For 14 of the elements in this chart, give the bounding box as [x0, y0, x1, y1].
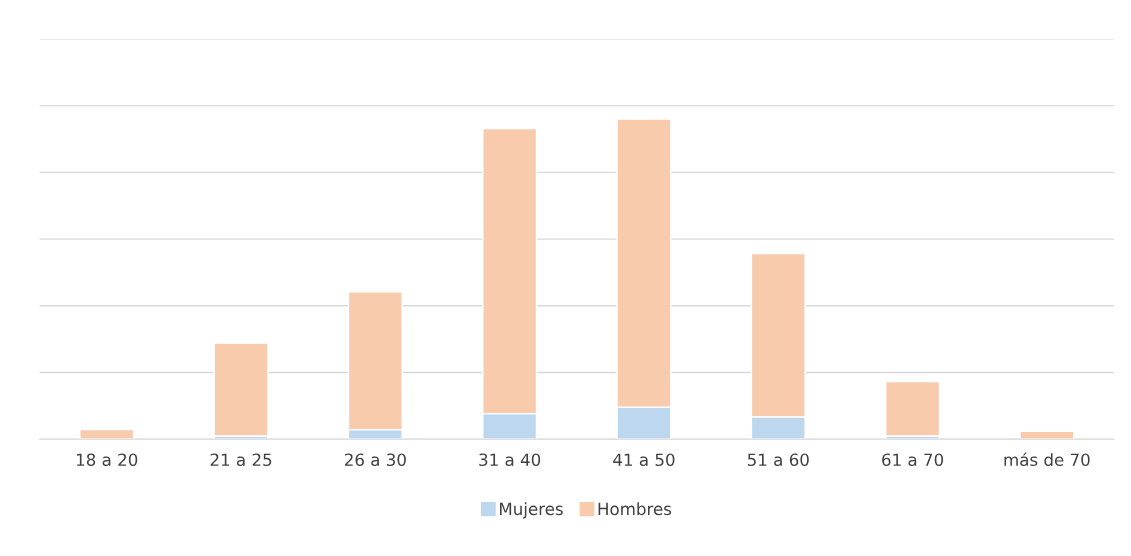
- x-tick-label: más de 70: [1004, 452, 1090, 467]
- x-tick-label: 21 a 25: [210, 453, 272, 467]
- bar: [79, 428, 135, 440]
- x-tick-label: 26 a 30: [344, 453, 406, 467]
- x-tick-label: 18 a 20: [76, 453, 138, 467]
- legend-label: Mujeres: [500, 502, 563, 519]
- legend-label: Hombres: [598, 502, 672, 516]
- x-tick-label: 51 a 60: [747, 453, 809, 467]
- x-tick-label: 31 a 40: [479, 453, 541, 467]
- x-tick-label: 61 a 70: [882, 453, 944, 467]
- bar: [1019, 430, 1075, 440]
- bar: [213, 342, 269, 437]
- bar: [885, 380, 941, 437]
- x-tick-label: 41 a 50: [613, 453, 675, 467]
